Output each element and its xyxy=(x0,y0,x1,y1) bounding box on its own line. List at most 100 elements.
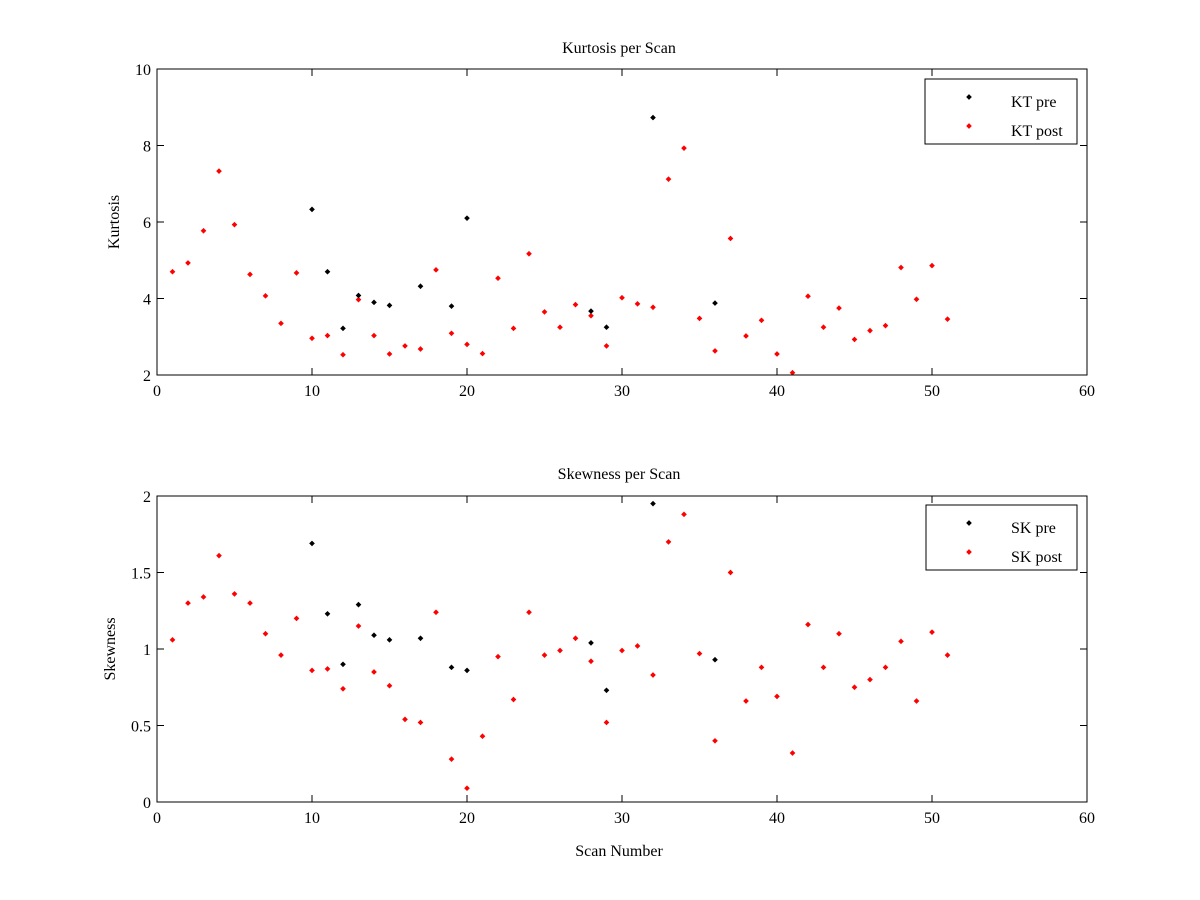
data-point xyxy=(851,684,858,691)
data-point xyxy=(169,636,176,643)
data-point xyxy=(898,638,904,645)
data-point xyxy=(665,176,672,182)
data-point xyxy=(448,303,455,309)
data-point xyxy=(464,785,470,792)
x-tick-label: 50 xyxy=(924,383,940,400)
x-tick-label: 30 xyxy=(614,383,630,400)
x-tick-label: 0 xyxy=(153,383,161,400)
legend-marker-sk-pre xyxy=(966,520,972,526)
legend-marker-kt-post xyxy=(966,123,972,129)
data-point xyxy=(479,350,486,357)
data-point xyxy=(371,299,377,306)
data-point xyxy=(774,351,780,357)
y-tick-label: 8 xyxy=(143,139,151,156)
y-tick-label: 4 xyxy=(143,292,151,309)
x-tick-label: 60 xyxy=(1079,810,1095,827)
data-point xyxy=(758,317,765,324)
data-point xyxy=(355,292,362,299)
data-point xyxy=(789,750,796,756)
skewness-points xyxy=(169,500,951,792)
data-point xyxy=(588,312,594,319)
legend-marker-symbol xyxy=(966,520,972,526)
data-point xyxy=(572,635,579,642)
data-point xyxy=(216,168,222,174)
data-point xyxy=(898,264,904,271)
y-tick-label: 1 xyxy=(143,642,151,659)
data-point xyxy=(603,687,610,694)
skewness-legend: SK pre SK post xyxy=(925,504,1078,571)
data-point xyxy=(293,615,300,622)
kurtosis-subplot: Kurtosis per Scan Kurtosis 0 10 20 30 40 50 60… xyxy=(106,40,1095,400)
kurtosis-plot-frame xyxy=(156,68,1088,376)
data-point xyxy=(743,333,749,339)
data-point xyxy=(805,293,811,300)
data-point xyxy=(464,215,470,221)
data-point xyxy=(929,262,935,269)
data-point xyxy=(309,667,315,674)
skewness-title: Skewness per Scan xyxy=(558,466,681,483)
data-point xyxy=(650,500,656,507)
data-point xyxy=(448,330,455,337)
data-point xyxy=(371,669,377,675)
data-point xyxy=(448,756,455,762)
legend-marker-symbol xyxy=(966,123,972,129)
data-point xyxy=(278,652,284,658)
data-point xyxy=(293,270,300,276)
x-tick-label: 20 xyxy=(459,810,475,827)
kurtosis-legend: KT pre KT post xyxy=(924,78,1078,145)
data-point xyxy=(216,552,222,559)
data-point xyxy=(650,304,656,311)
y-tick-label: 0 xyxy=(143,795,151,812)
data-point xyxy=(510,325,517,332)
x-tick-label: 0 xyxy=(153,810,161,827)
data-point xyxy=(836,630,842,637)
data-point xyxy=(588,640,594,646)
data-point xyxy=(433,266,439,273)
data-point xyxy=(324,332,331,339)
data-point xyxy=(727,235,734,242)
x-tick-label: 40 xyxy=(769,810,785,827)
data-point xyxy=(402,343,408,349)
data-point xyxy=(681,511,687,518)
data-point xyxy=(262,292,269,299)
data-point xyxy=(681,145,687,152)
data-point xyxy=(805,621,811,628)
data-point xyxy=(727,569,734,576)
data-point xyxy=(278,320,284,327)
data-point xyxy=(572,301,579,308)
x-tick-label: 10 xyxy=(304,810,320,827)
data-point xyxy=(712,656,718,663)
data-point xyxy=(417,346,424,352)
x-tick-label: 20 xyxy=(459,383,475,400)
x-tick-label: 60 xyxy=(1079,383,1095,400)
data-point xyxy=(758,664,765,671)
y-tick-label: 1.5 xyxy=(131,566,151,583)
data-point xyxy=(541,652,548,658)
skewness-ticks: 0 10 20 30 40 50 60 0 0.5 1 1.5 2 xyxy=(131,489,1095,827)
data-point xyxy=(386,302,393,309)
data-point xyxy=(712,348,718,354)
data-point xyxy=(619,647,625,654)
data-point xyxy=(200,594,207,600)
data-point xyxy=(324,666,331,672)
data-point xyxy=(650,672,656,678)
data-point xyxy=(247,271,253,278)
data-point xyxy=(696,650,703,657)
skewness-plot-frame xyxy=(156,495,1088,803)
data-point xyxy=(355,296,362,303)
data-point xyxy=(820,324,827,331)
kurtosis-y-axis-label: Kurtosis xyxy=(106,195,123,249)
legend-label-kt-pre: KT pre xyxy=(1011,94,1056,111)
data-point xyxy=(495,275,501,282)
data-point xyxy=(712,737,718,744)
data-point xyxy=(355,601,362,608)
data-point xyxy=(371,332,377,339)
data-point xyxy=(944,316,951,322)
data-point xyxy=(231,221,238,228)
data-point xyxy=(557,647,563,654)
data-point xyxy=(355,623,362,629)
data-point xyxy=(262,630,269,637)
x-tick-label: 40 xyxy=(769,383,785,400)
